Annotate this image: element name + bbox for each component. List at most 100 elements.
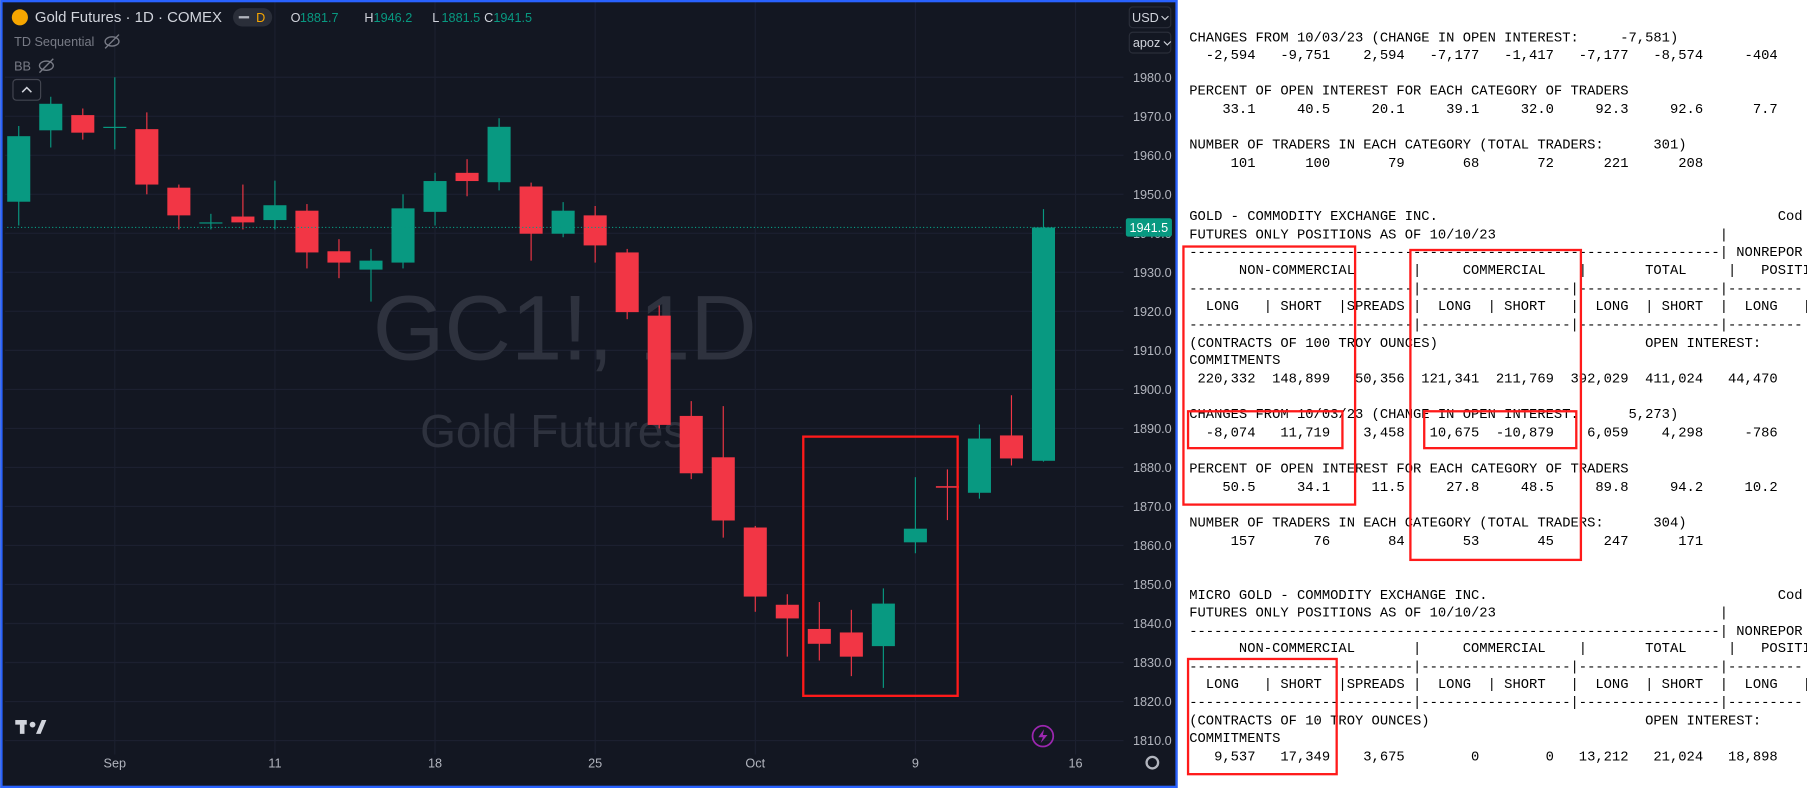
- candle-body: [679, 415, 703, 474]
- report-line: CHANGES FROM 10/03/23 (CHANGE IN OPEN IN…: [1189, 407, 1678, 423]
- candle-body: [167, 187, 191, 216]
- report-line: 101 100 79 68 72 221 208: [1189, 156, 1703, 172]
- y-tick-label: 1880.0: [1133, 461, 1172, 475]
- last-price-label: 1941.5: [1130, 221, 1169, 235]
- candle-body: [199, 222, 223, 224]
- ohlc-letter: C: [484, 11, 493, 25]
- candle-body: [775, 604, 799, 619]
- report-line: LONG | SHORT |SPREADS | LONG | SHORT | L…: [1189, 677, 1807, 693]
- axes: 1810.0 1820.0 1830.0 1840.0 1850.0 1860.0 1870…: [104, 71, 1172, 770]
- highlight-box: [802, 435, 959, 697]
- report-line: NUMBER OF TRADERS IN EACH CATEGORY (TOTA…: [1189, 138, 1686, 154]
- ohlc-letter: H: [364, 11, 373, 25]
- report-line: 220,332 148,899 50,356 121,341 211,769 3…: [1189, 371, 1778, 387]
- report-line: ----------------------------------------…: [1189, 245, 1802, 261]
- y-tick-label: 1930.0: [1133, 266, 1172, 280]
- candle-body: [999, 435, 1023, 459]
- x-tick-label: Oct: [745, 756, 765, 770]
- x-tick-label: Sep: [104, 756, 127, 770]
- candle-body: [7, 136, 31, 202]
- candle-body: [135, 129, 159, 185]
- chevron: [1163, 41, 1172, 46]
- x-tick-label: 9: [912, 756, 919, 770]
- candle-body: [71, 115, 95, 133]
- highlight-box: [1186, 410, 1344, 450]
- y-tick-label: 1910.0: [1133, 344, 1172, 358]
- candle-body: [583, 215, 607, 246]
- indicator-name[interactable]: BB: [14, 59, 31, 73]
- candle-body: [871, 603, 895, 647]
- watermark-symbol: GC1!, 1D: [373, 276, 757, 379]
- last-price-box: [1125, 218, 1172, 237]
- report-line: ---------------------------|------------…: [1189, 695, 1802, 711]
- report-line: 157 76 84 53 45 247 171: [1189, 534, 1703, 550]
- hidden-icon[interactable]: [104, 34, 120, 49]
- symbol-icon: [11, 9, 28, 26]
- report-line: PERCENT OF OPEN INTEREST FOR EACH CATEGO…: [1189, 83, 1628, 99]
- hidden-icon[interactable]: [38, 58, 54, 74]
- report-line: PERCENT OF OPEN INTEREST FOR EACH CATEGO…: [1189, 461, 1628, 477]
- interval-badge: D: [256, 11, 265, 25]
- candle-body: [295, 210, 319, 253]
- alert-icon: [1038, 729, 1048, 744]
- x-tick-label: 16: [1068, 756, 1082, 770]
- candle-body: [711, 457, 735, 521]
- alert-button[interactable]: [1031, 724, 1055, 748]
- y-tick-label: 1850.0: [1133, 578, 1172, 592]
- tradingview-logo: [15, 720, 47, 734]
- report-line: (CONTRACTS OF 100 TROY OUNCES) OPEN INTE…: [1189, 336, 1761, 352]
- watermark-description: Gold Futures: [420, 405, 686, 457]
- candle-body: [103, 126, 127, 128]
- y-tick-label: 1870.0: [1133, 500, 1172, 514]
- report-line: FUTURES ONLY POSITIONS AS OF 10/10/23 |: [1189, 605, 1728, 621]
- candle-body: [487, 126, 511, 183]
- y-tick-label: 1820.0: [1133, 695, 1172, 709]
- x-tick-label: 18: [428, 756, 442, 770]
- highlights: [1182, 245, 1583, 776]
- report-background: [1177, 0, 1807, 788]
- candle-body: [359, 260, 383, 270]
- y-tick-label: 1920.0: [1133, 305, 1172, 319]
- report-line: COMMITMENTS: [1189, 353, 1280, 369]
- chevron: [1161, 15, 1169, 21]
- x-tick-label: 25: [588, 756, 602, 770]
- candle-body: [231, 216, 255, 223]
- candle-body: [263, 205, 287, 221]
- ohlc-value: 1946.2: [374, 11, 413, 25]
- candle-body: [935, 486, 959, 488]
- report-line: COMMITMENTS: [1189, 731, 1280, 747]
- candle-body: [839, 632, 863, 657]
- candle-body: [807, 628, 831, 644]
- candle-body: [1031, 227, 1056, 461]
- symbol-title[interactable]: Gold Futures · 1D · COMEX: [35, 9, 222, 26]
- collapse-button[interactable]: [12, 78, 42, 101]
- candle-body: [455, 172, 479, 182]
- report-line: (CONTRACTS OF 10 TROY OUNCES) OPEN INTER…: [1189, 714, 1761, 730]
- report-line: 50.5 34.1 11.5 27.8 48.5 89.8 94.2 10.2: [1189, 480, 1778, 496]
- candle-body: [519, 186, 543, 234]
- x-tick-label: 11: [268, 756, 281, 770]
- report-line: GOLD - COMMODITY EXCHANGE INC. Cod: [1189, 209, 1802, 225]
- settings-button[interactable]: [1145, 755, 1160, 770]
- report-line: ---------------------------|------------…: [1189, 282, 1802, 298]
- report-line: NON-COMMERCIAL | COMMERCIAL | TOTAL | PO…: [1189, 263, 1807, 279]
- report-line: ---------------------------|------------…: [1189, 659, 1802, 675]
- report-line: FUTURES ONLY POSITIONS AS OF 10/10/23 |: [1189, 227, 1728, 243]
- highlight-box: [1423, 410, 1578, 450]
- candle-body: [903, 528, 927, 543]
- y-tick-label: 1970.0: [1133, 110, 1172, 124]
- candle-body: [551, 210, 575, 234]
- report: CHANGES FROM 10/03/23 (CHANGE IN OPEN IN…: [1189, 30, 1807, 765]
- scale-button[interactable]: [1128, 31, 1172, 54]
- collapse-icon: [21, 86, 32, 93]
- report-line: -2,594 -9,751 2,594 -7,177 -1,417 -7,177…: [1189, 48, 1778, 64]
- candle-body: [423, 181, 447, 212]
- candle-body: [615, 252, 639, 313]
- report-line: ---------------------------|------------…: [1189, 317, 1802, 333]
- indicator-name[interactable]: TD Sequential: [14, 35, 94, 49]
- currency-button[interactable]: [1128, 6, 1172, 29]
- report-line: 33.1 40.5 20.1 39.1 32.0 92.3 92.6 7.7: [1189, 102, 1778, 118]
- y-tick-label: 1830.0: [1133, 656, 1172, 670]
- ohlc-legend: O 1881.7 H 1946.2 L 1881.5 C 1941.5: [291, 11, 532, 25]
- y-tick-label: 1960.0: [1133, 149, 1172, 163]
